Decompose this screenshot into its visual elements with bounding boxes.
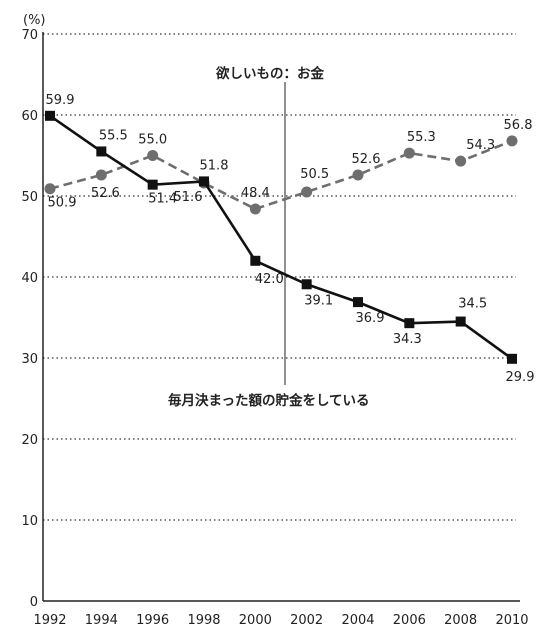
y-tick-labels: 0 10 20 30 40 50 60 70 [21, 28, 38, 610]
label-savings-2006: 34.3 [393, 332, 422, 347]
point-money-2008 [455, 155, 467, 167]
series-annotation-money: 欲しいもの：お金 [215, 65, 324, 82]
x-tick-labels: 1992 1994 1996 1998 2000 2002 2004 2006 2008 2010 [33, 613, 528, 628]
y-tick-50: 50 [21, 190, 38, 205]
point-money-1992 [44, 183, 56, 195]
x-tick-1992: 1992 [33, 613, 66, 628]
y-tick-40: 40 [21, 271, 38, 286]
point-money-2000 [249, 203, 261, 215]
label-money-2006: 55.3 [407, 130, 436, 145]
x-tick-2008: 2008 [444, 613, 477, 628]
point-money-2002 [301, 186, 313, 198]
x-tick-2006: 2006 [393, 613, 426, 628]
label-savings-2008: 34.5 [458, 297, 487, 312]
label-money-1998: 51.6 [174, 190, 203, 205]
point-money-1994 [95, 169, 107, 181]
x-tick-2004: 2004 [341, 613, 374, 628]
label-money-1994: 52.6 [91, 186, 120, 201]
series-group [44, 110, 518, 364]
x-tick-2000: 2000 [239, 613, 272, 628]
point-money-2010 [506, 135, 518, 147]
x-tick-2002: 2002 [290, 613, 323, 628]
point-savings-1994 [96, 146, 107, 157]
label-money-1992: 50.9 [48, 196, 77, 211]
label-savings-2010: 29.9 [506, 370, 535, 385]
y-tick-60: 60 [21, 109, 38, 124]
y-axis-label: (%) [23, 13, 46, 28]
label-savings-2000: 42.0 [255, 272, 284, 287]
x-tick-1994: 1994 [85, 613, 118, 628]
y-tick-30: 30 [21, 352, 38, 367]
label-money-2010: 56.8 [504, 118, 533, 133]
data-labels: 50.9 59.9 52.6 55.5 55.0 51.451.6 51.8 48.4 42.0… [46, 93, 535, 385]
point-savings-1998 [199, 176, 209, 187]
x-tick-1998: 1998 [187, 613, 220, 628]
point-savings-2000 [250, 255, 261, 266]
label-money-2000: 48.4 [241, 186, 270, 201]
point-savings-2004 [353, 297, 363, 308]
label-savings-1992: 59.9 [46, 93, 75, 108]
label-money-2004: 52.6 [352, 152, 381, 167]
y-tick-0: 0 [30, 595, 38, 610]
y-tick-70: 70 [21, 28, 38, 43]
y-tick-10: 10 [21, 514, 38, 529]
point-money-2004 [352, 169, 364, 181]
series-line-money [49, 139, 513, 211]
point-money-1996 [147, 150, 159, 161]
point-savings-2008 [455, 316, 466, 327]
series-annotation-savings: 毎月決まった額の貯金をしている [168, 392, 370, 409]
point-money-2006 [403, 147, 415, 159]
label-money-1996: 55.0 [138, 133, 167, 148]
label-savings-1998: 51.8 [200, 158, 229, 173]
x-tick-1996: 1996 [136, 613, 169, 628]
point-savings-2010 [507, 353, 517, 364]
y-tick-20: 20 [21, 433, 38, 448]
label-savings-2002: 39.1 [304, 293, 333, 308]
label-savings-2004: 36.9 [356, 311, 385, 326]
series-line-savings [49, 114, 513, 360]
point-savings-1996 [147, 179, 158, 190]
point-savings-2002 [301, 279, 312, 290]
point-savings-2006 [404, 318, 415, 329]
x-tick-2010: 2010 [495, 613, 528, 628]
label-money-2008: 54.3 [466, 138, 495, 153]
point-savings-1992 [45, 110, 55, 121]
label-money-2002: 50.5 [300, 167, 329, 182]
label-savings-1996: 51.4 [148, 192, 177, 207]
label-savings-1994: 55.5 [99, 128, 128, 143]
